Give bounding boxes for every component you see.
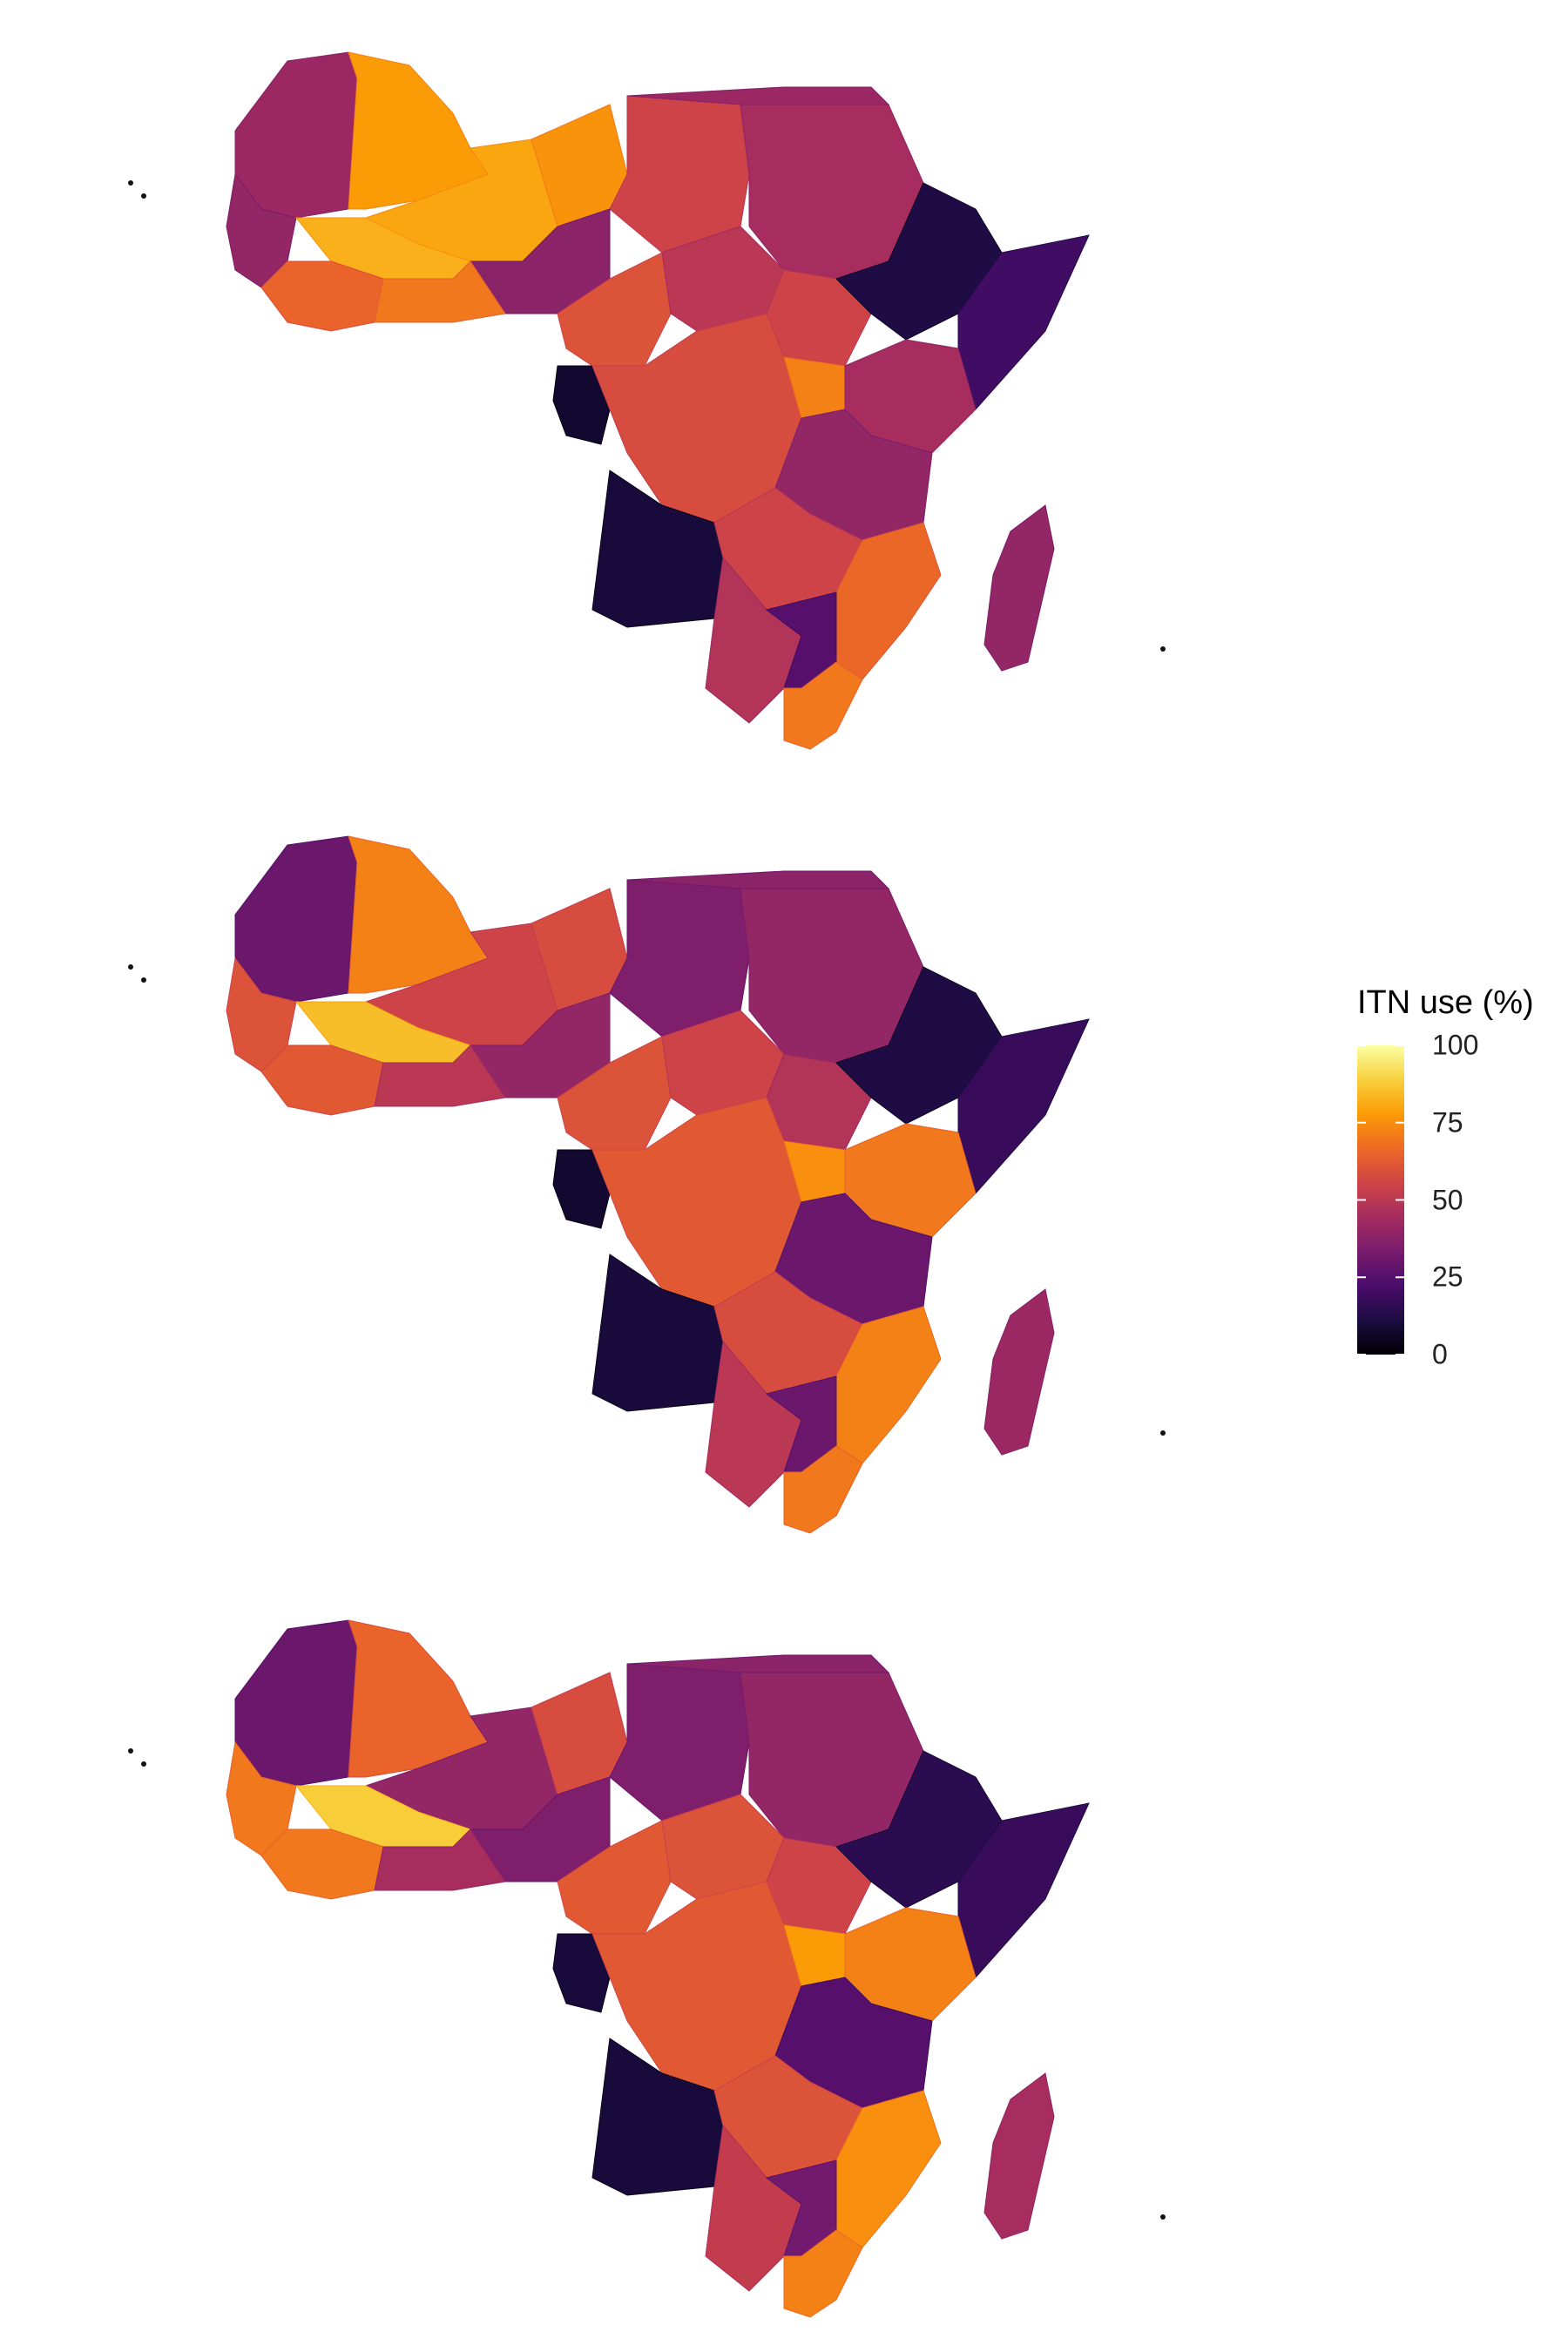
region-nigeria xyxy=(470,208,611,314)
legend-colorbar xyxy=(1357,1044,1404,1355)
colorbar-svg xyxy=(1357,1044,1404,1355)
island-marker xyxy=(1160,1430,1166,1436)
island-marker xyxy=(128,1748,133,1754)
island-marker xyxy=(141,193,146,199)
region-cameroon xyxy=(557,1036,672,1151)
region-cameroon xyxy=(557,1820,672,1935)
island-marker xyxy=(141,977,146,983)
island-marker xyxy=(1160,2214,1166,2220)
map-panel-province xyxy=(0,784,1307,1568)
color-legend: ITN use (%) 100 75 50 25 0 xyxy=(1342,984,1568,1385)
legend-tick-50: 50 xyxy=(1432,1184,1463,1215)
region-ghana-togo xyxy=(374,1044,506,1107)
region-egypt-libya-north xyxy=(626,1654,890,1673)
region-south-africa-east xyxy=(783,1445,863,1534)
region-west-sahara xyxy=(234,835,358,1003)
region-nigeria xyxy=(470,992,611,1098)
region-chad xyxy=(609,1663,750,1821)
region-egypt-libya-north xyxy=(626,86,890,105)
legend-title: ITN use (%) xyxy=(1357,984,1534,1021)
region-west-sahara xyxy=(234,51,358,219)
region-south-africa-east xyxy=(783,2229,863,2318)
region-south-africa-east xyxy=(783,661,863,750)
legend-tick-100: 100 xyxy=(1432,1029,1479,1061)
region-cameroon xyxy=(557,252,672,367)
region-madagascar xyxy=(983,1288,1055,1456)
region-chad xyxy=(609,95,750,253)
africa-map-province xyxy=(128,835,1166,1534)
region-west-sahara xyxy=(234,1619,358,1787)
africa-map-pixel xyxy=(128,1619,1166,2318)
island-marker xyxy=(141,1761,146,1767)
region-madagascar xyxy=(983,2072,1055,2240)
region-chad xyxy=(609,879,750,1037)
region-ghana-togo xyxy=(374,260,506,323)
legend-tick-75: 75 xyxy=(1432,1106,1463,1139)
region-madagascar xyxy=(983,504,1055,672)
island-marker xyxy=(1160,646,1166,652)
region-nigeria xyxy=(470,1776,611,1882)
africa-map-country xyxy=(128,51,1166,750)
legend-tick-0: 0 xyxy=(1432,1338,1448,1370)
map-panel-country xyxy=(0,0,1307,784)
region-egypt-libya-north xyxy=(626,870,890,889)
island-marker xyxy=(128,180,133,186)
island-marker xyxy=(128,964,133,970)
map-panel-pixel xyxy=(0,1568,1307,2352)
legend-tick-25: 25 xyxy=(1432,1260,1463,1293)
region-ghana-togo xyxy=(374,1828,506,1891)
